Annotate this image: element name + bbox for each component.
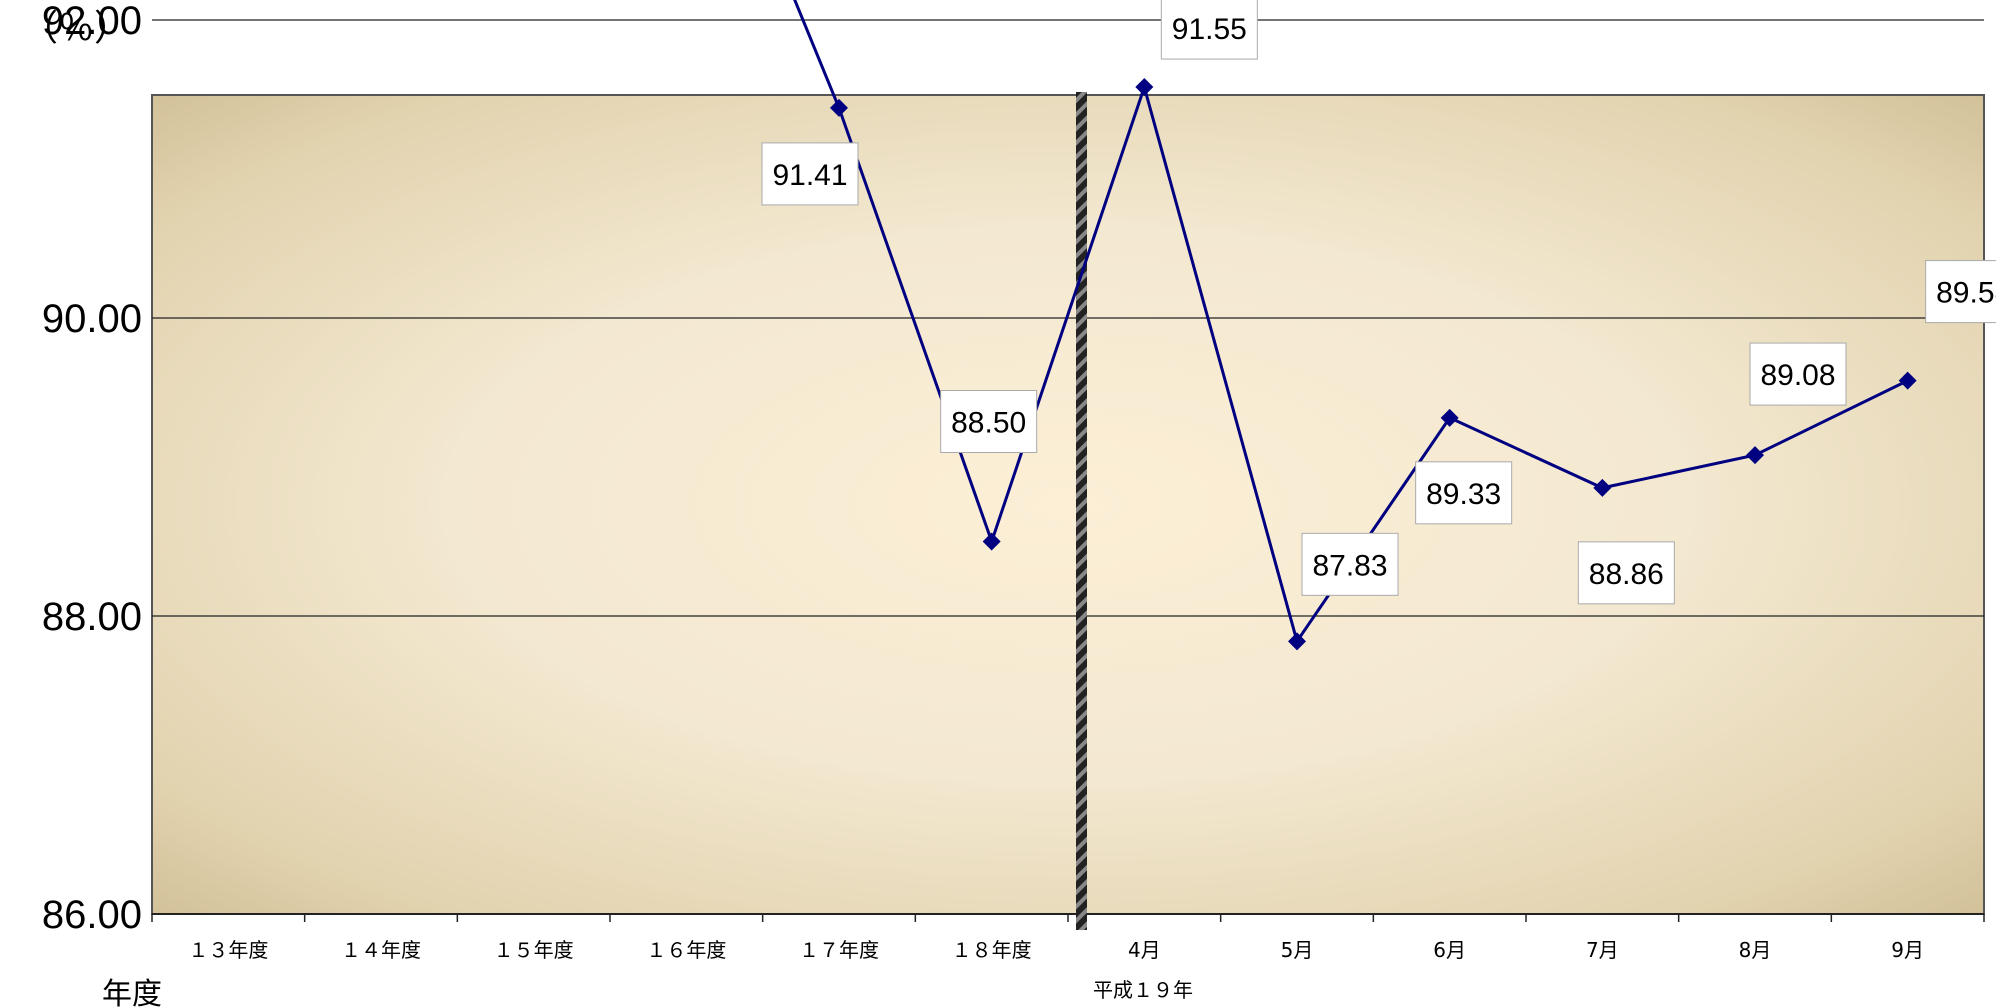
data-label-box [940, 390, 1038, 453]
x-tick-label: 8月 [1739, 938, 1772, 962]
data-label-text: 89.33 [1426, 478, 1501, 511]
y-tick-label: 88.00 [42, 595, 142, 639]
data-label-text: 91.41 [772, 159, 847, 192]
data-label-box [1301, 532, 1399, 596]
y-tick-label: 92.00 [42, 0, 142, 43]
data-label-text: 88.86 [1589, 558, 1664, 591]
data-label-text: 89.08 [1760, 359, 1835, 392]
period-divider-bar [1076, 92, 1087, 930]
data-point [982, 532, 1001, 551]
x-tick-label: １６年度 [646, 938, 726, 962]
data-label: 88.86 [1577, 541, 1675, 605]
x-tick-label: １７年度 [799, 938, 879, 962]
y-tick-label: 90.00 [42, 297, 142, 341]
data-label: 89.08 [1749, 342, 1847, 406]
x-axis-title: 年度 [102, 977, 162, 1008]
data-point [1898, 371, 1917, 390]
data-label-text: 87.83 [1312, 549, 1387, 582]
data-label: 89.58 [1925, 260, 1996, 324]
x-tick-label: １３年度 [188, 938, 268, 962]
data-label: 91.41 [761, 142, 859, 206]
x-tick-label: 5月 [1281, 938, 1314, 962]
data-label-text: 91.55 [1172, 13, 1247, 46]
data-label: 87.83 [1301, 532, 1399, 596]
data-markers [830, 78, 1917, 651]
x-tick-label: 9月 [1891, 938, 1924, 962]
data-point [830, 98, 848, 117]
data-label-text: 88.50 [951, 407, 1026, 440]
data-label-box [761, 142, 859, 206]
x-tick-label: 6月 [1433, 938, 1466, 962]
data-point [1746, 446, 1764, 465]
x-tick-label: １８年度 [952, 938, 1032, 962]
data-label: 89.33 [1415, 461, 1513, 525]
y-tick-label: 86.00 [42, 893, 142, 937]
x-axis-tick-labels: １３年度 １４年度 １５年度 １６年度 １７年度 １８年度 4月 5月 6月 7月 8月 9月 [151, 914, 1985, 962]
unit-label: （％） [22, 8, 130, 49]
x-tick-label: 7月 [1586, 938, 1619, 962]
x-tick-label: １４年度 [341, 938, 421, 962]
data-label-text: 89.58 [1936, 277, 1996, 310]
data-label: 88.50 [940, 390, 1038, 453]
data-label-box [1160, 0, 1258, 60]
data-labels: 96.0295.2894.2693.9191.4188.5091.5587.83… [761, 0, 1996, 605]
data-label-box [1749, 342, 1847, 406]
data-point [1135, 78, 1154, 97]
data-label-box [1415, 461, 1513, 525]
data-label: 91.55 [1160, 0, 1258, 60]
data-point [1593, 478, 1612, 497]
data-point [1440, 408, 1459, 427]
group-label: 平成１９年 [1093, 978, 1193, 1002]
series-line [793, 0, 1909, 645]
plot-area-background [151, 94, 1985, 915]
data-point [1288, 632, 1306, 651]
data-label-box [1577, 541, 1675, 605]
data-label-box [1925, 260, 1996, 324]
x-tick-label: 4月 [1128, 938, 1161, 962]
x-tick-label: １５年度 [494, 938, 574, 962]
